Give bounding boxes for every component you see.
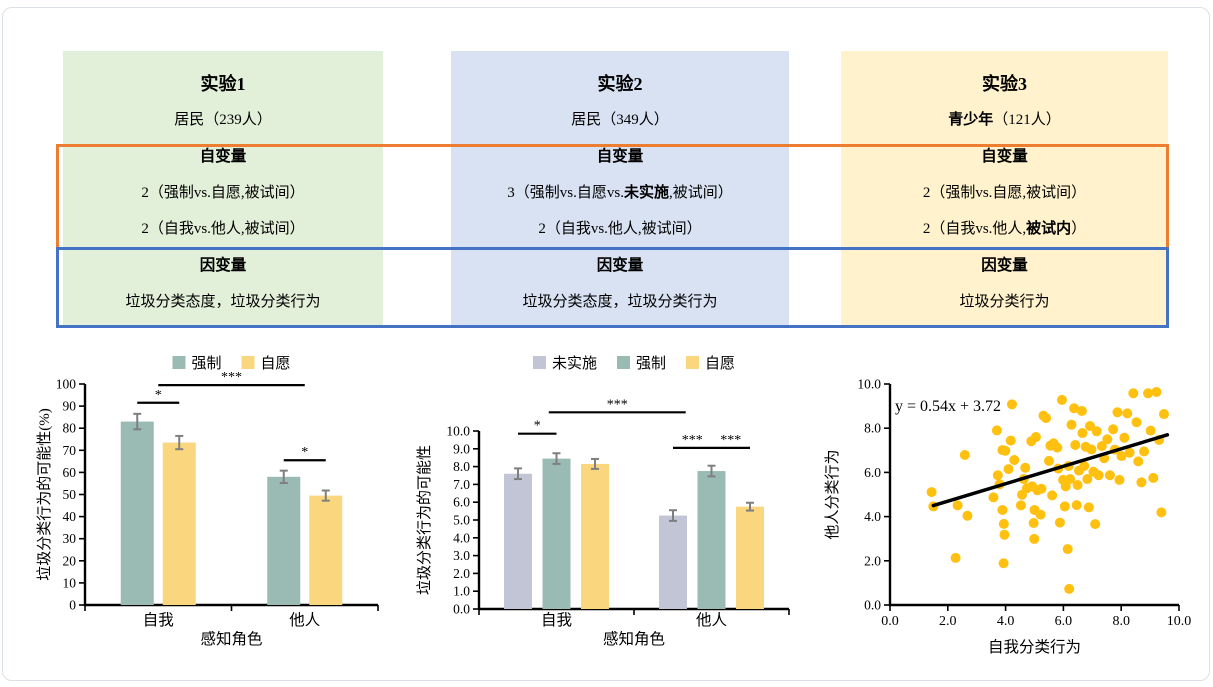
svg-text:8.0: 8.0 [453,459,470,474]
svg-text:垃圾分类行为的可能性: 垃圾分类行为的可能性 [416,445,433,595]
svg-text:80: 80 [63,421,77,436]
experiment-2-iv-row-1: 3（强制vs.自愿vs. 未实施 ,被试间） [507,184,733,201]
svg-text:9.0: 9.0 [453,441,470,456]
svg-text:自我: 自我 [143,611,174,629]
svg-text:***: *** [720,433,741,448]
svg-text:0.0: 0.0 [453,602,470,617]
experiment-1-dv-row: 垃圾分类态度，垃圾分类行为 [125,294,321,311]
svg-text:70: 70 [63,443,77,458]
svg-text:他人: 他人 [289,611,320,629]
svg-text:未实施: 未实施 [552,355,597,372]
svg-text:感知角色: 感知角色 [200,630,262,648]
svg-text:强制: 强制 [636,355,666,372]
svg-text:*: * [301,445,308,460]
experiment-1-title: 实验1 [200,74,246,95]
svg-text:1.0: 1.0 [453,584,470,599]
experiment-3-title: 实验3 [982,74,1027,95]
experiment-2-population: 居民（349人） [571,112,669,129]
svg-text:自愿: 自愿 [261,355,291,372]
experiment-3-population: 青少年 （121人） [948,112,1061,129]
svg-text:100: 100 [56,377,77,392]
experiment-3-dv-row: 垃圾分类行为 [959,294,1050,311]
svg-text:2.0: 2.0 [939,614,957,629]
svg-text:6.0: 6.0 [864,465,881,480]
experiment-3-box: 实验3 青少年 （121人） 自变量 2（强制vs.自愿,被试间） 2（自我vs.… [841,51,1168,326]
experiment-1-dv-header: 因变量 [199,257,247,275]
svg-text:2.0: 2.0 [453,566,470,581]
svg-text:强制: 强制 [192,355,222,372]
experiment-3-iv-header: 自变量 [981,148,1028,166]
experiment-2-dv-row: 垃圾分类态度，垃圾分类行为 [522,294,718,311]
svg-text:2.0: 2.0 [864,553,881,568]
svg-text:自我: 自我 [541,611,572,629]
experiment-1-population: 居民（239人） [174,112,272,129]
experiment-1-iv-header: 自变量 [199,148,247,166]
svg-text:自我分类行为: 自我分类行为 [988,638,1081,656]
svg-text:10: 10 [63,575,77,590]
svg-text:***: *** [682,433,703,448]
svg-text:垃圾分类行为的可能性(%): 垃圾分类行为的可能性(%) [36,408,53,581]
experiment-1-iv-row-1: 2（强制vs.自愿,被试间） [141,184,305,201]
svg-text:7.0: 7.0 [453,477,470,492]
svg-text:自愿: 自愿 [705,355,735,372]
svg-text:3.0: 3.0 [453,548,470,563]
svg-text:90: 90 [63,399,77,414]
svg-text:0: 0 [69,598,76,613]
experiment-2-iv-row-2: 2（自我vs.他人,被试间） [538,221,702,238]
svg-text:4.0: 4.0 [864,509,881,524]
svg-text:20: 20 [63,553,77,568]
experiment-1-box: 实验1 居民（239人） 自变量 2（强制vs.自愿,被试间） 2（自我vs.他… [63,51,383,326]
svg-text:***: *** [607,397,628,412]
svg-text:40: 40 [63,509,77,524]
svg-text:6.0: 6.0 [1055,614,1073,629]
svg-text:感知角色: 感知角色 [603,630,665,648]
svg-text:10.0: 10.0 [1167,614,1192,629]
svg-text:5.0: 5.0 [453,513,470,528]
svg-text:10.0: 10.0 [857,377,881,392]
svg-text:4.0: 4.0 [997,614,1015,629]
svg-text:30: 30 [63,531,77,546]
experiment-2-box: 实验2 居民（349人） 自变量 3（强制vs.自愿vs. 未实施 ,被试间） 2（… [451,51,789,326]
experiment-2-iv-header: 自变量 [596,148,644,166]
svg-text:y = 0.54x + 3.72: y = 0.54x + 3.72 [895,398,1001,415]
svg-text:他人分类行为: 他人分类行为 [824,449,841,539]
experiment-3-iv-row-2: 2（自我vs.他人, 被试内） [922,221,1087,238]
experiment-1-iv-row-2: 2（自我vs.他人,被试间） [141,221,305,238]
experiment-2-dv-header: 因变量 [596,257,644,275]
svg-text:0.0: 0.0 [881,614,899,629]
svg-text:他人: 他人 [696,611,727,629]
experiment-3-dv-header: 因变量 [981,257,1028,275]
experiment-3-iv-row-1: 2（强制vs.自愿,被试间） [922,184,1087,201]
svg-text:*: * [534,419,541,434]
svg-text:50: 50 [63,487,77,502]
svg-text:60: 60 [63,465,77,480]
svg-text:*: * [155,388,162,403]
figure-card: 实验1 居民（239人） 自变量 2（强制vs.自愿,被试间） 2（自我vs.他… [2,7,1210,681]
svg-text:6.0: 6.0 [453,495,470,510]
svg-text:0.0: 0.0 [864,598,881,613]
experiment1-bar-chart: 0 10 20 30 40 50 60 70 80 90 100 垃圾分类行为的可能性(%) 感知角色 自… [36,355,379,648]
svg-text:8.0: 8.0 [864,421,881,436]
svg-text:4.0: 4.0 [453,530,470,545]
experiment2-bar-chart: 0.0 1.0 2.0 3.0 4.0 5.0 6.0 7.0 8.0 9.0 10.0 垃圾分类行为… [416,355,790,648]
svg-text:***: *** [221,370,242,385]
svg-text:8.0: 8.0 [1112,614,1130,629]
experiment-2-title: 实验2 [597,74,643,95]
svg-text:10.0: 10.0 [446,424,470,439]
